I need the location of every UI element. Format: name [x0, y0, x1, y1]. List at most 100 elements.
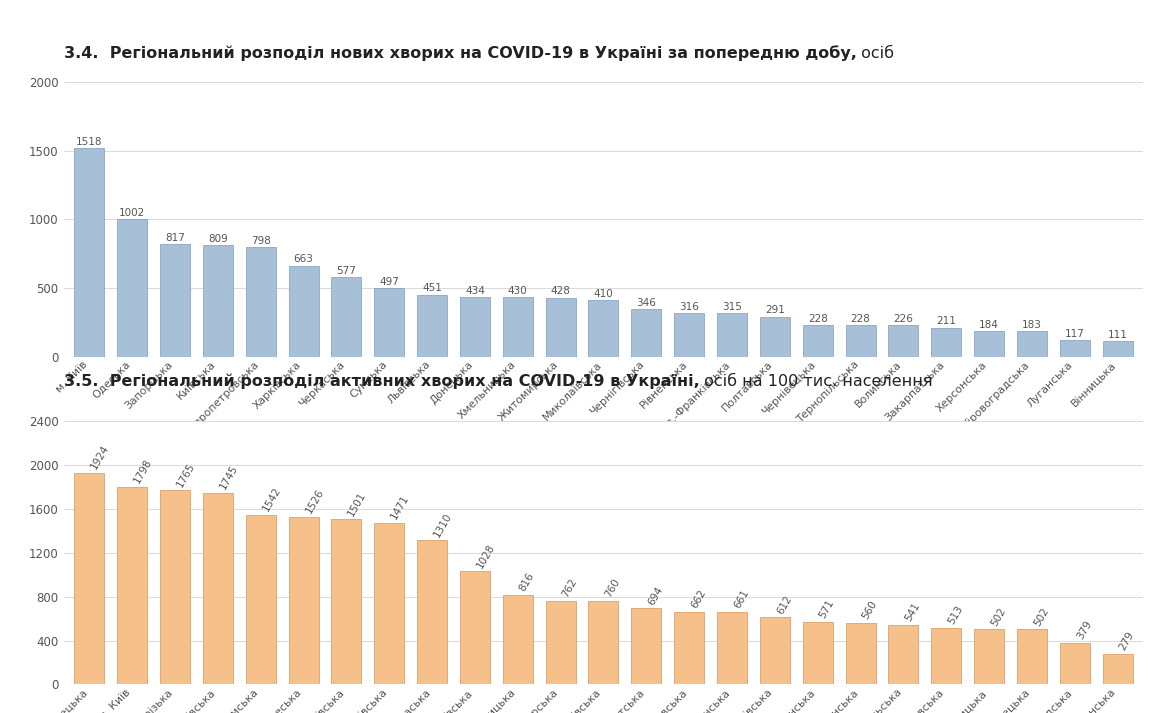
Bar	[1018, 332, 1048, 356]
Text: 3.5.  Регіональний розподіл активних хворих на COVID-19 в Україні,: 3.5. Регіональний розподіл активних хвор…	[64, 373, 699, 389]
Bar	[417, 294, 447, 356]
Text: 430: 430	[508, 286, 528, 296]
Bar	[717, 612, 747, 684]
Bar	[331, 277, 362, 356]
Text: 291: 291	[765, 305, 785, 315]
Text: 694: 694	[647, 585, 665, 607]
Bar	[888, 625, 918, 684]
Bar	[374, 288, 404, 356]
Text: 612: 612	[775, 593, 793, 615]
Bar	[632, 608, 662, 684]
Bar	[159, 491, 189, 684]
Text: 428: 428	[551, 287, 571, 297]
Bar	[545, 298, 575, 356]
Bar	[760, 617, 790, 684]
Bar	[974, 332, 1004, 356]
Bar	[589, 300, 618, 356]
Bar	[931, 628, 961, 684]
Text: 1542: 1542	[261, 486, 283, 513]
Bar	[246, 515, 276, 684]
Text: 513: 513	[946, 604, 964, 627]
Bar	[289, 517, 319, 684]
Text: 816: 816	[517, 571, 536, 593]
Bar	[803, 622, 833, 684]
Text: 1745: 1745	[218, 463, 240, 491]
Text: 661: 661	[732, 588, 751, 610]
Text: 817: 817	[165, 233, 185, 243]
Text: 1518: 1518	[76, 137, 103, 147]
Text: 541: 541	[903, 601, 922, 623]
Bar	[460, 572, 490, 684]
Text: 662: 662	[690, 588, 708, 610]
Text: 502: 502	[989, 605, 1007, 627]
Text: 346: 346	[636, 297, 656, 307]
Bar	[1018, 630, 1048, 684]
Text: 1471: 1471	[389, 493, 411, 521]
Text: 1028: 1028	[475, 542, 497, 570]
Text: 798: 798	[251, 235, 270, 245]
Bar	[1060, 643, 1090, 684]
Text: 1310: 1310	[432, 511, 454, 539]
Bar	[717, 313, 747, 356]
Text: 226: 226	[894, 314, 914, 324]
Text: 809: 809	[208, 234, 228, 244]
Text: 183: 183	[1022, 320, 1042, 330]
Text: 577: 577	[336, 266, 356, 276]
Bar	[74, 473, 104, 684]
Bar	[1103, 342, 1133, 356]
Text: 1924: 1924	[89, 443, 111, 471]
Bar	[289, 265, 319, 356]
Text: 497: 497	[379, 277, 400, 287]
Bar	[803, 325, 833, 356]
Text: 117: 117	[1065, 329, 1085, 339]
Text: 316: 316	[679, 302, 699, 312]
Bar	[117, 219, 147, 356]
Bar	[502, 595, 532, 684]
Bar	[1103, 654, 1133, 684]
Bar	[589, 601, 618, 684]
Text: 760: 760	[603, 578, 623, 600]
Text: 571: 571	[818, 598, 836, 620]
Bar	[159, 245, 189, 356]
Text: 111: 111	[1108, 330, 1127, 340]
Text: осіб: осіб	[856, 46, 894, 61]
Text: 434: 434	[465, 286, 485, 296]
Text: 228: 228	[851, 314, 871, 324]
Bar	[845, 623, 875, 684]
Bar	[675, 612, 705, 684]
Text: 1002: 1002	[119, 207, 146, 217]
Bar	[417, 540, 447, 684]
Bar	[888, 325, 918, 356]
Text: 1526: 1526	[304, 487, 326, 515]
Text: 451: 451	[422, 283, 442, 293]
Bar	[545, 601, 575, 684]
Bar	[931, 327, 961, 356]
Text: 3.4.  Регіональний розподіл нових хворих на COVID-19 в Україні за попередню добу: 3.4. Регіональний розподіл нових хворих …	[64, 45, 856, 61]
Bar	[1060, 340, 1090, 356]
Text: 184: 184	[979, 320, 999, 330]
Text: 1501: 1501	[346, 490, 368, 518]
Bar	[675, 313, 705, 356]
Text: 228: 228	[807, 314, 828, 324]
Text: 211: 211	[937, 316, 956, 326]
Bar	[374, 523, 404, 684]
Text: 502: 502	[1033, 605, 1051, 627]
Text: 762: 762	[560, 577, 579, 599]
Text: 379: 379	[1075, 619, 1094, 641]
Bar	[246, 247, 276, 356]
Bar	[632, 309, 662, 356]
Text: 560: 560	[860, 599, 879, 621]
Text: осіб на 100 тис. населення: осіб на 100 тис. населення	[699, 374, 933, 389]
Text: 410: 410	[594, 289, 613, 299]
Bar	[203, 493, 233, 684]
Bar	[117, 487, 147, 684]
Text: 1765: 1765	[174, 461, 196, 489]
Text: 315: 315	[722, 302, 742, 312]
Text: 279: 279	[1118, 630, 1137, 652]
Bar	[502, 297, 532, 356]
Bar	[203, 245, 233, 356]
Bar	[74, 148, 104, 356]
Text: 663: 663	[293, 254, 313, 264]
Bar	[760, 317, 790, 356]
Bar	[974, 630, 1004, 684]
